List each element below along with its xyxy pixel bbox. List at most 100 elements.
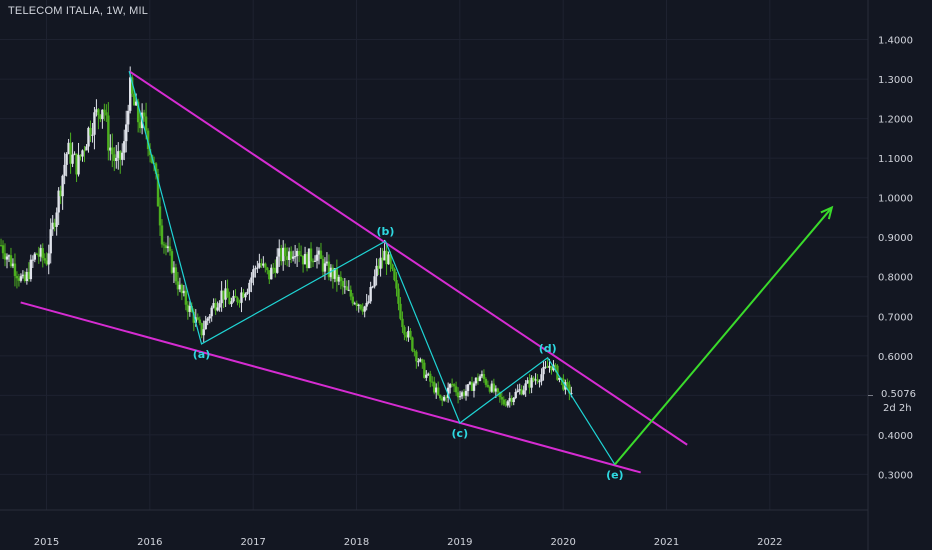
candle-body	[319, 250, 323, 259]
candle-body	[224, 288, 227, 300]
candle-body	[462, 392, 466, 396]
x-tick-label: 2018	[344, 537, 369, 548]
candle-body	[345, 286, 349, 290]
projection-line	[614, 206, 833, 466]
candle-body	[85, 146, 88, 151]
x-tick-label: 2015	[34, 537, 59, 548]
candle-body	[246, 291, 249, 294]
candle-body	[79, 154, 82, 157]
wave-label: (c)	[452, 427, 469, 440]
candle-body	[492, 383, 496, 392]
candle-body	[75, 153, 78, 175]
candle-body	[264, 263, 267, 268]
candle-body	[315, 254, 319, 261]
x-tick-label: 2016	[137, 537, 162, 548]
candle-body	[496, 388, 500, 392]
candle-body	[244, 293, 247, 298]
candle-body	[460, 392, 464, 397]
candle-body	[520, 389, 523, 395]
candle-body	[204, 320, 207, 330]
candle-body	[43, 258, 46, 261]
candle-body	[230, 301, 233, 305]
candle-body	[508, 398, 511, 402]
candle-body	[347, 289, 350, 291]
candle-body	[134, 101, 138, 106]
wave-label: (e)	[606, 469, 624, 482]
candle-body	[429, 373, 432, 382]
candle-body	[17, 278, 21, 281]
wave-polyline	[128, 71, 616, 465]
candle-body	[200, 323, 203, 336]
candle-body	[377, 265, 380, 269]
candle-body	[234, 295, 237, 298]
candle-body	[19, 276, 23, 281]
candle-body	[99, 115, 102, 120]
candle-body	[222, 290, 225, 300]
candle-body	[240, 292, 243, 303]
candle-body	[431, 381, 434, 383]
candle-body	[488, 386, 492, 392]
falling-wedge-channel	[20, 70, 688, 474]
channel-lower-line	[20, 301, 641, 474]
candle-body	[236, 297, 239, 303]
candle-body	[172, 267, 176, 273]
candle-body	[206, 318, 209, 321]
candle-body	[33, 253, 37, 260]
candle-body	[280, 248, 283, 262]
candle-body	[101, 109, 104, 120]
candle-body	[127, 110, 130, 125]
candle-body	[285, 256, 289, 260]
y-tick-label: 1.0000	[878, 194, 913, 205]
candle-body	[494, 388, 498, 392]
last-price-value: 0.5076	[881, 389, 916, 400]
candle-body	[357, 304, 360, 306]
candle-body	[570, 393, 573, 395]
candle-body	[351, 296, 354, 304]
candle-body	[548, 365, 551, 368]
candle-body	[136, 101, 140, 123]
candle-body	[188, 305, 192, 312]
candle-body	[59, 190, 62, 197]
candle-body	[254, 268, 257, 270]
candle-body	[442, 396, 446, 401]
candle-body	[232, 295, 235, 302]
candle-body	[170, 251, 174, 273]
candle-body	[401, 318, 404, 328]
candle-body	[0, 245, 3, 247]
candle-body	[299, 254, 303, 256]
last-price-badge: 0.5076 2d 2h	[873, 388, 919, 416]
x-tick-label: 2020	[550, 537, 575, 548]
candle-body	[379, 257, 382, 269]
candle-body	[182, 290, 186, 294]
candle-body	[168, 246, 172, 252]
candle-body	[333, 268, 337, 279]
candle-body	[256, 267, 259, 269]
candle-body	[196, 317, 199, 320]
candle-body	[309, 248, 313, 262]
candle-body	[468, 382, 472, 385]
candle-body	[142, 112, 146, 117]
candle-body	[544, 366, 547, 368]
candle-body	[534, 379, 537, 381]
candle-body	[83, 150, 86, 152]
candle-body	[353, 303, 356, 305]
candle-body	[1, 245, 5, 254]
time-axis[interactable]: 2015 2016 2017 2018 2019 2020 2021 2022	[34, 537, 783, 548]
candle-body	[439, 394, 442, 399]
candle-body	[303, 254, 307, 265]
candle-body	[21, 274, 25, 277]
candle-body	[325, 261, 329, 264]
candle-body	[405, 334, 408, 338]
y-tick-label: 1.4000	[878, 36, 913, 47]
candle-body	[528, 380, 531, 388]
x-tick-label: 2017	[240, 537, 265, 548]
candle-body	[343, 286, 347, 288]
symbol-title[interactable]: TELECOM ITALIA, 1W, MIL	[8, 5, 149, 17]
x-tick-label: 2022	[757, 537, 782, 548]
candle-body	[35, 253, 39, 255]
candle-body	[526, 380, 529, 384]
candle-body	[516, 390, 519, 392]
candle-body	[341, 280, 345, 287]
candle-body	[53, 222, 56, 227]
